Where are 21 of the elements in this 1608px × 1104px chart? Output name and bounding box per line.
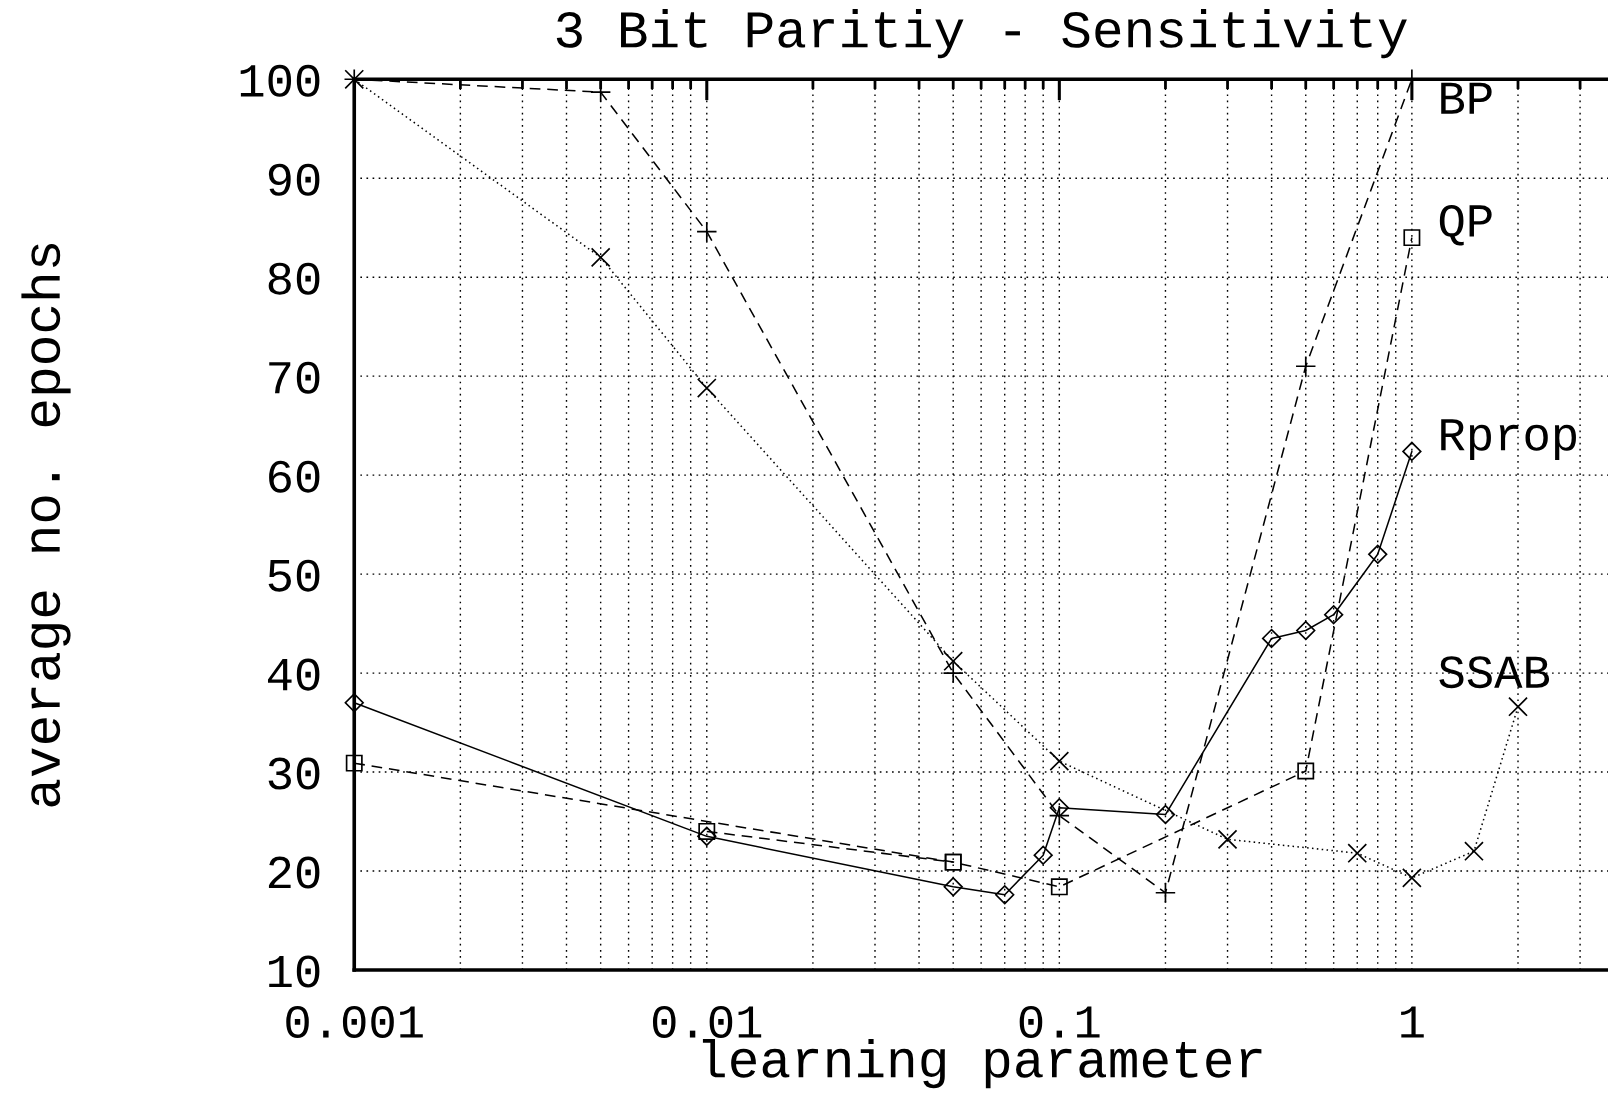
series-label: Rprop xyxy=(1441,419,1576,461)
x-tick-label: 1 xyxy=(1401,1006,1424,1038)
x-tick-label: 0.001 xyxy=(286,1005,423,1038)
y-tick-label: 70 xyxy=(269,361,320,394)
y-tick-label: 100 xyxy=(240,64,320,97)
y-tick-label: 20 xyxy=(268,856,320,889)
y-tick-label: 50 xyxy=(268,559,320,592)
x-axis-title: learning parameter xyxy=(702,1038,1262,1089)
x-tick-label: 0.1 xyxy=(1019,1005,1100,1038)
x-tick-label: 0.01 xyxy=(652,1005,762,1038)
y-axis-title: average no. epochs xyxy=(21,243,71,807)
y-tick-label: 90 xyxy=(268,163,320,196)
series-label: SSAB xyxy=(1439,656,1550,689)
y-tick-label: 30 xyxy=(268,757,320,790)
series-label: QP xyxy=(1439,204,1492,246)
y-tick-label: 80 xyxy=(268,262,320,295)
legend-label: BP xyxy=(1441,82,1492,114)
y-tick-label: 10 xyxy=(269,955,320,988)
y-tick-label: 60 xyxy=(269,460,320,493)
y-tick-label: 40 xyxy=(267,658,320,691)
chart-title: 3 Bit Paritiy - Sensitivity xyxy=(556,9,1407,59)
